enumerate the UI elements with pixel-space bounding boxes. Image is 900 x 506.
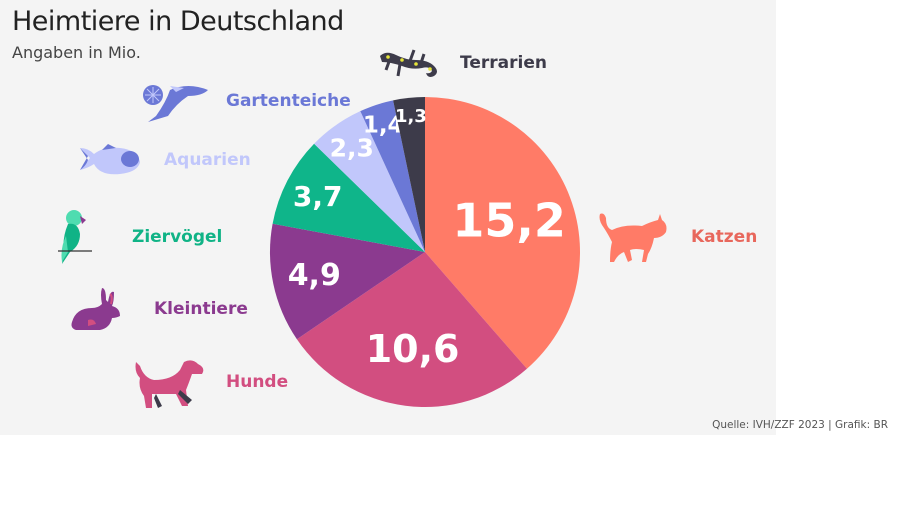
pie-chart: 15,210,64,93,72,31,41,3: [270, 97, 580, 407]
pie-slice-hunde: [296, 252, 527, 407]
rabbit-icon: [71, 288, 120, 330]
pie-slice-ziervoegel: [272, 143, 425, 252]
data-label-kleintiere: 4,9: [288, 258, 341, 293]
salamander-icon: [380, 49, 437, 77]
pie-slice-kleintiere: [270, 223, 425, 340]
data-label-aquarien: 2,3: [330, 134, 374, 163]
pie-slice-gartenteiche: [360, 100, 425, 252]
source-note: Quelle: IVH/ZZF 2023 | Grafik: BR: [712, 419, 888, 431]
pie-slice-katzen: [425, 97, 580, 369]
legend-label-aquarien: Aquarien: [164, 150, 251, 170]
legend-label-terrarien: Terrarien: [460, 53, 547, 73]
data-label-hunde: 10,6: [366, 327, 460, 371]
legend-label-gartenteiche: Gartenteiche: [226, 91, 351, 111]
legend-label-ziervoegel: Ziervögel: [132, 227, 223, 247]
pie-slice-terrarien: [393, 97, 425, 252]
pie-slice-aquarien: [314, 111, 425, 252]
legend-label-kleintiere: Kleintiere: [154, 299, 248, 319]
cat-icon: [599, 213, 667, 262]
data-label-ziervoegel: 3,7: [293, 180, 343, 213]
chart-subtitle: Angaben in Mio.: [12, 43, 141, 62]
chart-title: Heimtiere in Deutschland: [12, 6, 344, 37]
legend-label-katzen: Katzen: [691, 227, 758, 247]
legend-label-hunde: Hunde: [226, 372, 289, 392]
parrot-icon: [58, 210, 92, 264]
data-label-katzen: 15,2: [452, 193, 566, 247]
data-label-terrarien: 1,3: [395, 106, 427, 127]
koi-icon: [143, 85, 208, 122]
dog-icon: [135, 360, 204, 408]
fish-icon: [80, 144, 140, 175]
